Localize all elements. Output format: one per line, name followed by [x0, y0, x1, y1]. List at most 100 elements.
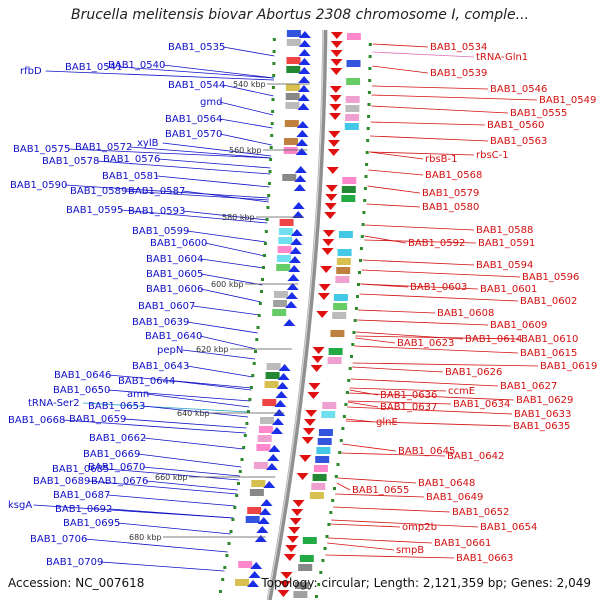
gene-label-right[interactable]: rbsB-1	[425, 154, 458, 165]
gene-label-left[interactable]: BAB1_0670	[88, 462, 145, 473]
gene-label-right[interactable]: BAB1_0635	[513, 421, 570, 432]
gene-label-left[interactable]: BAB1_0692	[55, 504, 112, 515]
gene-label-left[interactable]: BAB1_0576	[103, 154, 160, 165]
gene-label-left[interactable]: BAB1_0590	[10, 180, 67, 191]
gene-label-right[interactable]: BAB1_0626	[445, 367, 502, 378]
gene-label-left[interactable]: BAB1_0540	[108, 60, 165, 71]
gene-label-left[interactable]: BAB1_0662	[89, 433, 146, 444]
gene-label-left[interactable]: BAB1_0640	[145, 331, 202, 342]
gene-label-right[interactable]: tRNA-Gln1	[476, 52, 528, 63]
gene-label-right[interactable]: BAB1_0591	[478, 238, 535, 249]
gene-label-right[interactable]: BAB1_0649	[426, 492, 483, 503]
gene-label-right[interactable]: BAB1_0648	[418, 478, 475, 489]
gene-label-right[interactable]: BAB1_0654	[480, 522, 537, 533]
gene-label-left[interactable]: BAB1_0600	[150, 238, 207, 249]
gene-label-left[interactable]: BAB1_0709	[46, 557, 103, 568]
gene-label-right[interactable]: BAB1_0634	[453, 399, 510, 410]
gene-label-right[interactable]: BAB1_0615	[520, 348, 577, 359]
gene-label-right[interactable]: BAB1_0610	[521, 334, 578, 345]
gene-label-left[interactable]: BAB1_0578	[42, 156, 99, 167]
gene-label-left[interactable]: BAB1_0564	[165, 114, 222, 125]
gene-label-right[interactable]: BAB1_0661	[434, 538, 491, 549]
gene-label-left[interactable]: BAB1_0668	[8, 415, 65, 426]
gene-label-left[interactable]: BAB1_0593	[128, 206, 185, 217]
gene-label-right[interactable]: BAB1_0608	[437, 308, 494, 319]
gene-label-right[interactable]: BAB1_0549	[539, 95, 596, 106]
gene-label-right[interactable]: BAB1_0568	[425, 170, 482, 181]
gene-label-right[interactable]: BAB1_0619	[540, 361, 597, 372]
gene-label-left[interactable]: xylB	[137, 138, 159, 149]
gene-label-left[interactable]: BAB1_0646	[54, 370, 111, 381]
gene-label-right[interactable]: rbsC-1	[476, 150, 509, 161]
gene-label-right[interactable]: BAB1_0563	[490, 136, 547, 147]
gene-label-left[interactable]: pepN	[157, 345, 183, 356]
gene-label-left[interactable]: BAB1_0639	[132, 317, 189, 328]
gene-label-left[interactable]: BAB1_0695	[63, 518, 120, 529]
gene-label-right[interactable]: BAB1_0609	[490, 320, 547, 331]
gene-label-left[interactable]: BAB1_0689	[33, 476, 90, 487]
gene-label-left[interactable]: BAB1_0535	[168, 42, 225, 53]
gene-label-right[interactable]: BAB1_0627	[500, 381, 557, 392]
gene-label-left[interactable]: gmd	[200, 97, 222, 108]
gene-label-left[interactable]: BAB1_0653	[88, 401, 145, 412]
gene-label-right[interactable]: omp2b	[402, 522, 437, 533]
gene-label-left[interactable]: BAB1_0659	[69, 414, 126, 425]
gene-label-right[interactable]: BAB1_0602	[520, 296, 577, 307]
gene-label-left[interactable]: BAB1_0669	[83, 449, 140, 460]
gene-label-left[interactable]: rfbD	[20, 66, 42, 77]
gene-label-left[interactable]: BAB1_0604	[146, 254, 203, 265]
gene-label-right[interactable]: BAB1_0579	[422, 188, 479, 199]
gene-label-left[interactable]: BAB1_0706	[30, 534, 87, 545]
gene-label-left[interactable]: BAB1_0607	[138, 301, 195, 312]
gene-label-right[interactable]: BAB1_0614	[465, 334, 522, 345]
gene-label-right[interactable]: BAB1_0655	[352, 485, 409, 496]
gene-label-left[interactable]: BAB1_0595	[66, 205, 123, 216]
gene-label-left[interactable]: BAB1_0541	[65, 62, 122, 73]
gene-label-left[interactable]: amn	[127, 389, 149, 400]
gene-label-left[interactable]: ksgA	[8, 500, 32, 511]
gene-label-right[interactable]: BAB1_0539	[430, 68, 487, 79]
gene-label-right[interactable]: BAB1_0663	[456, 553, 513, 564]
gene-label-right[interactable]: BAB1_0623	[397, 338, 454, 349]
gene-label-left[interactable]: BAB1_0676	[91, 476, 148, 487]
gene-label-right[interactable]: smpB	[396, 545, 424, 556]
gene-label-left[interactable]: BAB1_0643	[132, 361, 189, 372]
gene-label-right[interactable]: ccmE	[448, 386, 475, 397]
leader-line-right	[345, 420, 512, 427]
gene-label-right[interactable]: BAB1_0580	[422, 202, 479, 213]
gene-label-right[interactable]: BAB1_0629	[516, 395, 573, 406]
gene-label-right[interactable]: BAB1_0596	[522, 272, 579, 283]
gene-label-left[interactable]: BAB1_0644	[118, 376, 175, 387]
gene-label-right[interactable]: BAB1_0645	[398, 446, 455, 457]
gene-label-left[interactable]: BAB1_0605	[146, 269, 203, 280]
gene-label-right[interactable]: BAB1_0603	[410, 282, 467, 293]
gene-label-right[interactable]: BAB1_0546	[490, 84, 547, 95]
gene-label-right[interactable]: BAB1_0633	[514, 409, 571, 420]
gene-label-right[interactable]: BAB1_0594	[476, 260, 533, 271]
gene-label-right[interactable]: BAB1_0592	[408, 238, 465, 249]
forward-strand-arrow	[256, 526, 269, 533]
gene-label-right[interactable]: BAB1_0636	[380, 390, 437, 401]
gene-label-left[interactable]: BAB1_0589	[70, 186, 127, 197]
gene-label-left[interactable]: BAB1_0599	[132, 226, 189, 237]
gene-label-right[interactable]: BAB1_0652	[452, 507, 509, 518]
gene-label-left[interactable]: BAB1_0581	[102, 171, 159, 182]
gene-label-left[interactable]: BAB1_0572	[75, 142, 132, 153]
gene-label-left[interactable]: BAB1_0650	[53, 385, 110, 396]
gene-label-left[interactable]: tRNA-Ser2	[28, 398, 80, 409]
gene-label-right[interactable]: BAB1_0588	[476, 225, 533, 236]
gene-label-right[interactable]: BAB1_0560	[487, 120, 544, 131]
gene-label-left[interactable]: BAB1_0685	[52, 464, 109, 475]
gene-label-right[interactable]: glnE	[376, 417, 398, 428]
gene-label-right[interactable]: BAB1_0637	[380, 402, 437, 413]
gene-label-left[interactable]: BAB1_0687	[53, 490, 110, 501]
gene-label-left[interactable]: BAB1_0544	[168, 80, 225, 91]
gene-label-right[interactable]: BAB1_0642	[447, 451, 504, 462]
gene-label-right[interactable]: BAB1_0601	[480, 284, 537, 295]
gene-label-left[interactable]: BAB1_0575	[13, 144, 70, 155]
gene-label-left[interactable]: BAB1_0570	[165, 129, 222, 140]
gene-label-left[interactable]: BAB1_0606	[146, 284, 203, 295]
gene-label-left[interactable]: BAB1_0587	[128, 186, 185, 197]
gene-label-right[interactable]: BAB1_0555	[510, 108, 567, 119]
gene-label-right[interactable]: BAB1_0534	[430, 42, 487, 53]
